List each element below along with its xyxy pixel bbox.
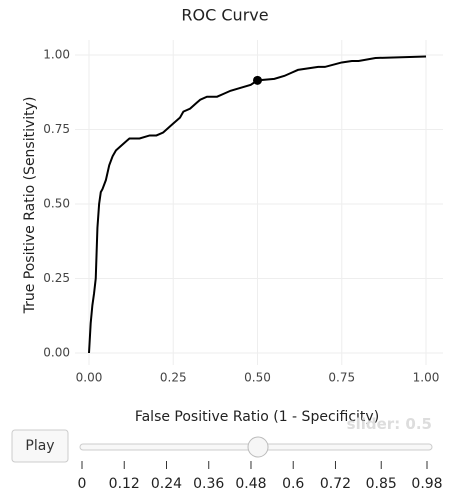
- y-tick-label: 0.25: [43, 271, 70, 285]
- x-tick-label: 0.75: [328, 371, 355, 385]
- slider-current: slider: 0.5: [347, 415, 432, 433]
- slider-value: 0.5: [405, 415, 432, 433]
- slider-tick-label: 0.12: [109, 476, 140, 492]
- slider-tick-label: 0.85: [366, 476, 397, 492]
- x-tick-label: 0.25: [160, 371, 187, 385]
- slider-tick-label: 0.72: [320, 476, 351, 492]
- slider-tick-label: 0.24: [151, 476, 182, 492]
- slider-prefix: slider:: [347, 415, 406, 433]
- y-tick-label: 0.00: [43, 346, 70, 360]
- y-tick-label: 1.00: [43, 48, 70, 62]
- roc-line: [88, 55, 427, 354]
- chart-title: ROC Curve: [181, 6, 268, 25]
- slider-tick-label: 0: [78, 476, 87, 492]
- slider-tick-label: 0.36: [193, 476, 224, 492]
- x-tick-label: 0.00: [76, 371, 103, 385]
- slider-tick-label: 0.98: [411, 476, 442, 492]
- y-tick-label: 0.50: [43, 197, 70, 211]
- x-tick-label: 0.50: [244, 371, 271, 385]
- x-axis-label: False Positive Ratio (1 - Specificity): [135, 409, 379, 425]
- slider-handle[interactable]: [247, 436, 269, 458]
- marker: [253, 75, 262, 85]
- slider-tick-label: 0.6: [282, 476, 304, 492]
- y-tick-label: 0.75: [43, 122, 70, 136]
- play-button[interactable]: [11, 429, 69, 463]
- x-tick-label: 1.00: [413, 371, 440, 385]
- play-label[interactable]: Play: [25, 438, 54, 454]
- y-axis-label: True Positive Ratio (Sensitivity): [22, 97, 38, 315]
- slider-tick-label: 0.48: [235, 476, 266, 492]
